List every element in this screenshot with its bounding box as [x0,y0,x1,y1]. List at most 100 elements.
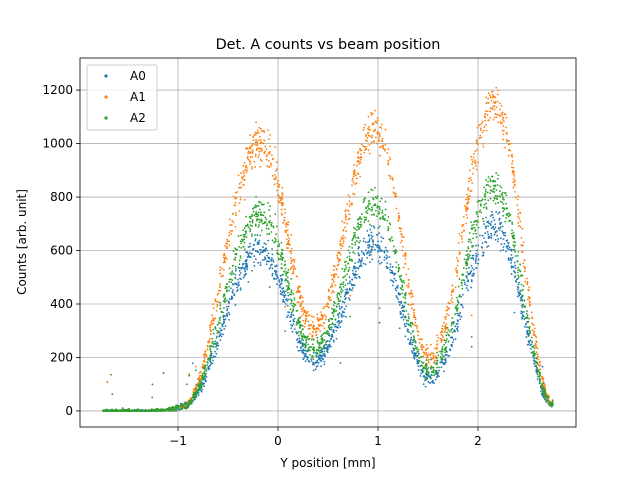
data-point [297,349,300,352]
data-point [269,205,271,208]
data-point [372,130,375,133]
data-point [193,398,196,401]
data-point [358,227,361,229]
data-point [348,259,351,262]
data-point [305,339,308,342]
data-point [355,164,358,167]
data-point [474,260,477,262]
data-point [389,175,392,178]
data-point [367,191,370,194]
data-point [385,254,388,257]
data-point [440,357,443,360]
data-point [534,343,537,346]
data-point [341,300,344,303]
data-point [430,366,433,368]
data-point [434,347,436,350]
data-point [410,336,413,339]
data-point [280,208,283,211]
data-point [256,132,259,135]
data-point [335,329,338,332]
data-point [490,99,493,102]
x-tick-label: 0 [274,434,282,448]
data-point [359,264,362,266]
data-point [208,358,210,361]
data-point [347,218,350,221]
data-point [401,285,404,288]
data-point [507,248,510,251]
data-point [382,237,385,240]
data-point [434,362,436,365]
data-point [343,295,346,298]
data-point [271,248,274,250]
data-point [281,248,283,251]
data-point [345,209,347,211]
data-point [373,227,376,229]
data-point [384,128,387,131]
data-point [224,287,227,290]
data-point [465,254,468,257]
data-point [537,375,540,378]
data-point [447,314,450,317]
data-point [328,340,331,343]
data-point [487,97,489,100]
data-point [376,117,379,119]
data-point [480,122,483,125]
data-point [504,220,507,223]
data-point [150,409,153,411]
data-point [474,160,477,163]
data-point [254,238,257,240]
data-point [497,238,500,240]
data-point [403,323,406,326]
data-point [389,238,392,240]
data-point [474,229,477,231]
data-point [487,102,490,104]
data-point [362,128,365,131]
data-point [304,322,306,325]
data-point [254,206,257,209]
data-point [280,196,283,199]
data-point [292,314,295,317]
data-point [413,356,415,359]
data-point [290,313,292,316]
data-point [287,242,290,245]
data-point [351,202,353,205]
data-point [526,331,528,334]
data-point [345,266,348,269]
data-point [246,157,249,160]
data-point [196,384,199,387]
data-point [263,248,266,251]
legend-marker-A2 [104,116,108,120]
data-point [340,238,343,241]
data-point [465,264,468,267]
data-point [272,225,274,227]
data-point [376,205,379,208]
data-point [346,256,349,259]
data-point [434,359,437,362]
data-point [284,280,287,282]
data-point [323,322,326,325]
data-point [285,289,288,292]
data-point [446,305,448,308]
data-point [263,242,266,245]
data-point [512,171,515,174]
data-point [370,141,373,144]
data-point [247,246,250,248]
data-point [505,132,508,135]
data-point [293,261,296,263]
data-point [175,405,178,408]
data-point [238,263,241,266]
data-point [421,344,424,347]
data-point [472,167,475,170]
data-point [474,150,477,153]
data-point [342,281,345,284]
data-point [465,274,467,277]
data-point [458,294,461,297]
data-point [258,224,260,226]
data-point [208,356,211,359]
data-point [520,283,523,286]
data-point [255,121,257,124]
data-point [327,306,330,309]
data-point [489,192,492,195]
data-point [317,320,320,322]
data-point [306,355,309,358]
